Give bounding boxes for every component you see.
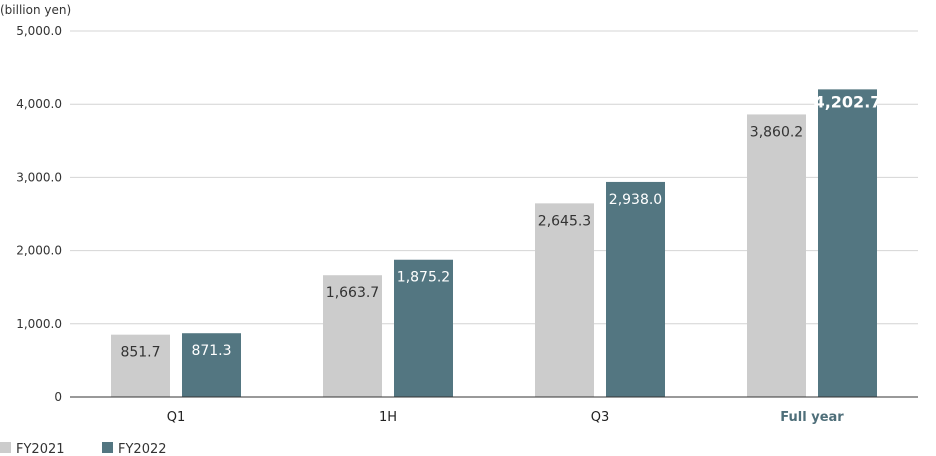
bar-fy2021-q3 bbox=[535, 203, 594, 397]
y-tick-label: 0 bbox=[54, 390, 62, 404]
y-tick-label: 4,000.0 bbox=[16, 97, 62, 111]
bar-fy2022-full-year bbox=[818, 89, 877, 397]
data-label: 2,645.3 bbox=[538, 213, 591, 229]
bar-fy2021-full-year bbox=[747, 114, 806, 398]
x-tick-label: Q3 bbox=[591, 410, 610, 425]
bar-fy2022-q3 bbox=[606, 181, 665, 397]
y-axis-unit-label: (billion yen) bbox=[0, 3, 71, 17]
x-tick-label: 1H bbox=[379, 410, 397, 425]
x-tick-label: Q1 bbox=[167, 410, 186, 425]
data-label: 4,202.7 bbox=[814, 92, 882, 111]
data-label: 871.3 bbox=[191, 343, 231, 359]
bar-fy2022-q1 bbox=[182, 333, 241, 397]
data-label: 1,875.2 bbox=[397, 270, 450, 286]
data-label: 2,938.0 bbox=[609, 192, 662, 208]
y-tick-label: 5,000.0 bbox=[16, 24, 62, 38]
bar-fy2021-1h bbox=[323, 275, 382, 397]
data-label: 3,860.2 bbox=[750, 124, 803, 140]
bar-fy2021-q1 bbox=[111, 334, 170, 397]
bar-fy2022-1h bbox=[394, 259, 453, 397]
legend-label: FY2021 bbox=[16, 442, 65, 456]
data-label: 851.7 bbox=[120, 345, 160, 361]
data-label: 1,663.7 bbox=[326, 285, 379, 301]
y-tick-label: 2,000.0 bbox=[16, 244, 62, 258]
legend-label: FY2022 bbox=[118, 442, 167, 456]
y-tick-label: 3,000.0 bbox=[16, 170, 62, 184]
y-tick-label: 1,000.0 bbox=[16, 317, 62, 331]
legend-swatch bbox=[0, 442, 11, 453]
legend-swatch bbox=[102, 442, 113, 453]
x-tick-label: Full year bbox=[780, 410, 844, 425]
